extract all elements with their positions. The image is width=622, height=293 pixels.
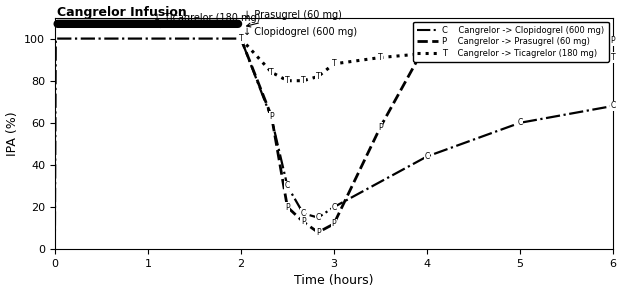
Text: P: P: [301, 217, 305, 226]
Text: T: T: [239, 34, 243, 43]
Text: T: T: [611, 53, 615, 62]
Text: C: C: [285, 181, 290, 190]
Text: Cangrelor Infusion: Cangrelor Infusion: [57, 6, 187, 18]
Text: C: C: [610, 101, 616, 110]
Text: T: T: [269, 68, 274, 77]
Text: C: C: [300, 209, 306, 218]
Y-axis label: IPA (%): IPA (%): [6, 111, 19, 156]
Text: P: P: [611, 36, 615, 45]
Text: C: C: [518, 118, 522, 127]
Text: P: P: [316, 228, 320, 237]
Text: P: P: [239, 34, 243, 43]
Text: C: C: [332, 202, 337, 212]
Text: P: P: [518, 36, 522, 45]
Text: ↓ Prasugrel (60 mg): ↓ Prasugrel (60 mg): [243, 10, 341, 27]
Text: T: T: [425, 49, 429, 58]
Text: P: P: [332, 219, 337, 229]
Text: P: P: [285, 202, 290, 212]
Text: T: T: [518, 53, 522, 62]
Text: P: P: [425, 38, 429, 47]
Text: C: C: [315, 213, 321, 222]
Text: C: C: [424, 152, 430, 161]
Text: T: T: [378, 53, 383, 62]
Text: T: T: [316, 72, 320, 81]
Text: C: C: [269, 114, 274, 123]
Text: T: T: [332, 59, 337, 68]
Text: ↓ Ticagrelor (180 mg): ↓ Ticagrelor (180 mg): [152, 13, 260, 28]
Text: T: T: [301, 76, 305, 85]
Text: P: P: [378, 122, 383, 132]
Text: P: P: [269, 112, 274, 121]
X-axis label: Time (hours): Time (hours): [294, 275, 374, 287]
Text: C: C: [238, 34, 243, 43]
Text: T: T: [285, 76, 290, 85]
Legend: C    Cangrelor -> Clopidogrel (600 mg), P    Cangrelor -> Prasugrel (60 mg), T  : C Cangrelor -> Clopidogrel (600 mg), P C…: [414, 22, 609, 62]
Text: ↓ Clopidogrel (600 mg): ↓ Clopidogrel (600 mg): [243, 27, 357, 37]
